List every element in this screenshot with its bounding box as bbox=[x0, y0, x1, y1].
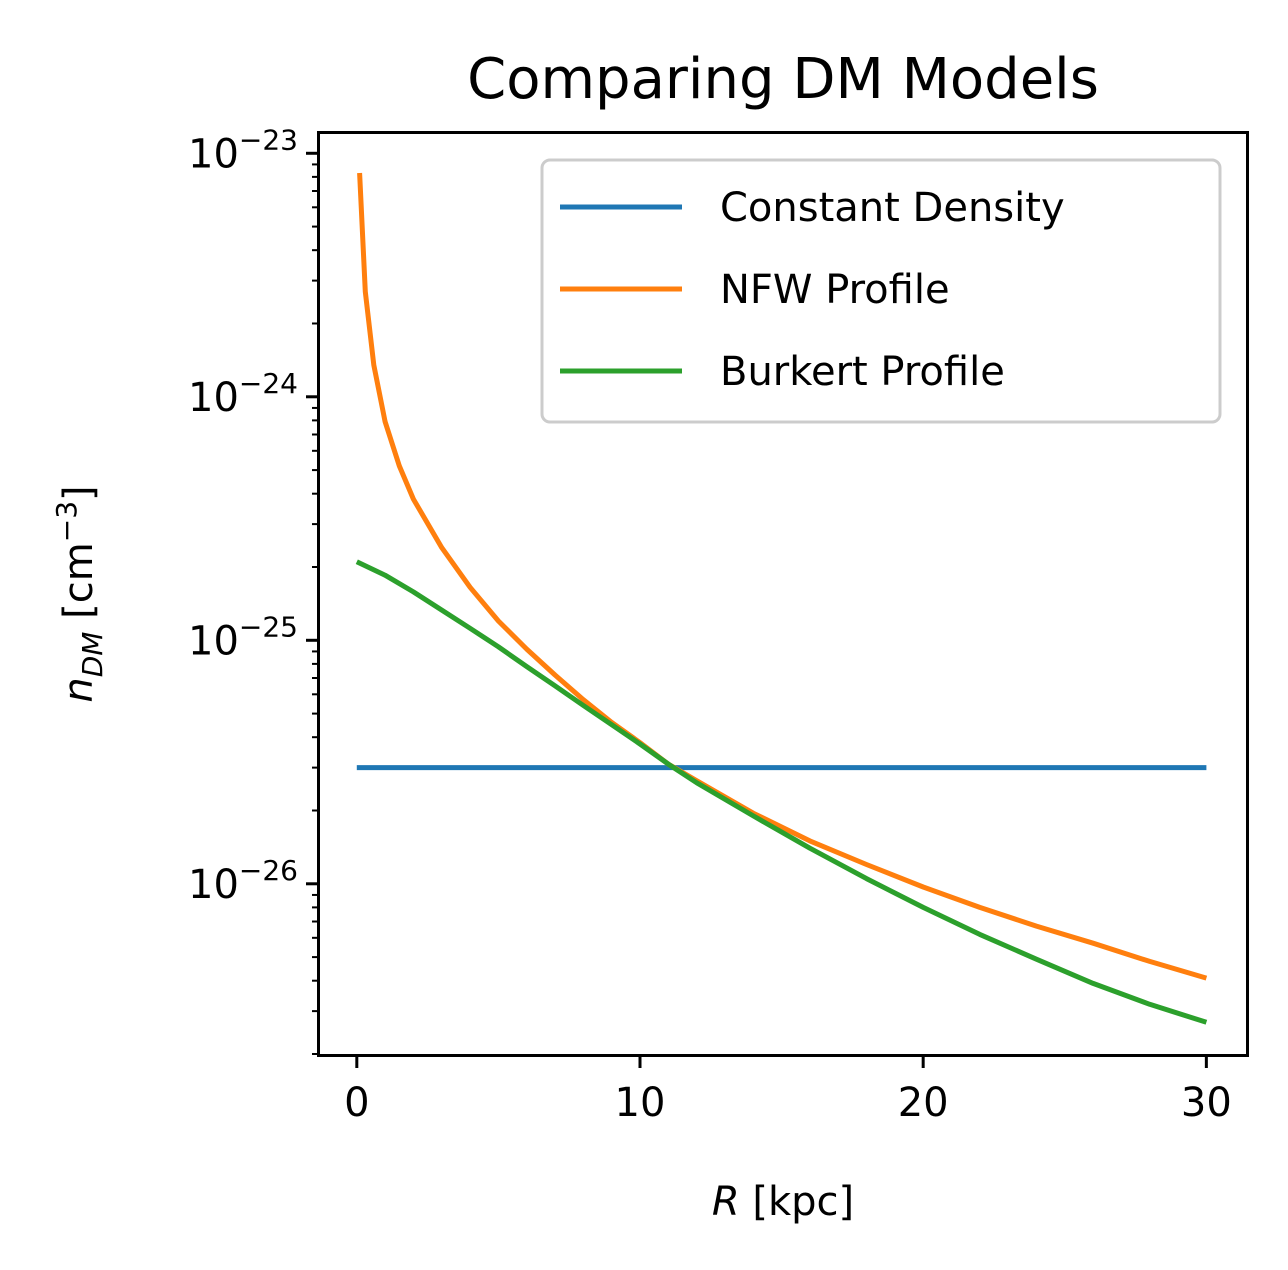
plot-area bbox=[317, 131, 1249, 1057]
y-tick-label-exponent: −23 bbox=[239, 123, 298, 156]
x-axis-unit: [kpc] bbox=[752, 1179, 854, 1225]
y-tick-label-base: 10 bbox=[188, 375, 239, 421]
x-axis-label: R [kpc] bbox=[712, 1179, 854, 1225]
legend-label-0: Constant Density bbox=[720, 185, 1065, 231]
plot-frame bbox=[317, 131, 1249, 1057]
legend-label-2: Burkert Profile bbox=[720, 349, 1005, 395]
legend-label-1: NFW Profile bbox=[720, 267, 950, 313]
y-tick-label-2: 10−24 bbox=[188, 367, 298, 421]
x-tick-label-2: 20 bbox=[898, 1080, 949, 1126]
legend-items: Constant Density NFW Profile Burkert Profi… bbox=[560, 185, 1065, 395]
y-axis-unit-close: ] bbox=[56, 485, 102, 501]
y-tick-label-base: 10 bbox=[188, 862, 239, 908]
x-tick-label-1: 10 bbox=[615, 1080, 666, 1126]
chart-title: Comparing DM Models bbox=[467, 47, 1099, 112]
y-axis-unit: [cm bbox=[56, 542, 102, 619]
x-tick-label-3: 30 bbox=[1181, 1080, 1232, 1126]
x-tick-label-0: 0 bbox=[344, 1080, 369, 1126]
y-axis-variable-subscript: DM bbox=[76, 632, 109, 678]
y-tick-label-base: 10 bbox=[188, 131, 239, 177]
y-tick-label-1: 10−25 bbox=[188, 610, 298, 664]
series-layer bbox=[355, 172, 1208, 1025]
y-axis-variable: n bbox=[56, 677, 102, 702]
y-tick-label-exponent: −25 bbox=[239, 610, 298, 643]
x-axis-variable: R bbox=[712, 1179, 740, 1225]
y-axis-label: nDM [cm−3] bbox=[50, 485, 109, 702]
x-axis-ticks: 0 10 20 30 bbox=[344, 1054, 1232, 1126]
series-line-2 bbox=[355, 559, 1208, 1025]
y-axis-unit-exponent: −3 bbox=[50, 501, 83, 542]
y-tick-label-3: 10−23 bbox=[188, 123, 298, 177]
y-tick-label-base: 10 bbox=[188, 618, 239, 664]
y-tick-label-exponent: −24 bbox=[239, 367, 298, 400]
legend: Constant Density NFW Profile Burkert Profi… bbox=[540, 158, 1222, 424]
y-tick-label-exponent: −26 bbox=[239, 854, 298, 887]
legend-box bbox=[540, 158, 1222, 424]
y-tick-label-0: 10−26 bbox=[188, 854, 298, 908]
